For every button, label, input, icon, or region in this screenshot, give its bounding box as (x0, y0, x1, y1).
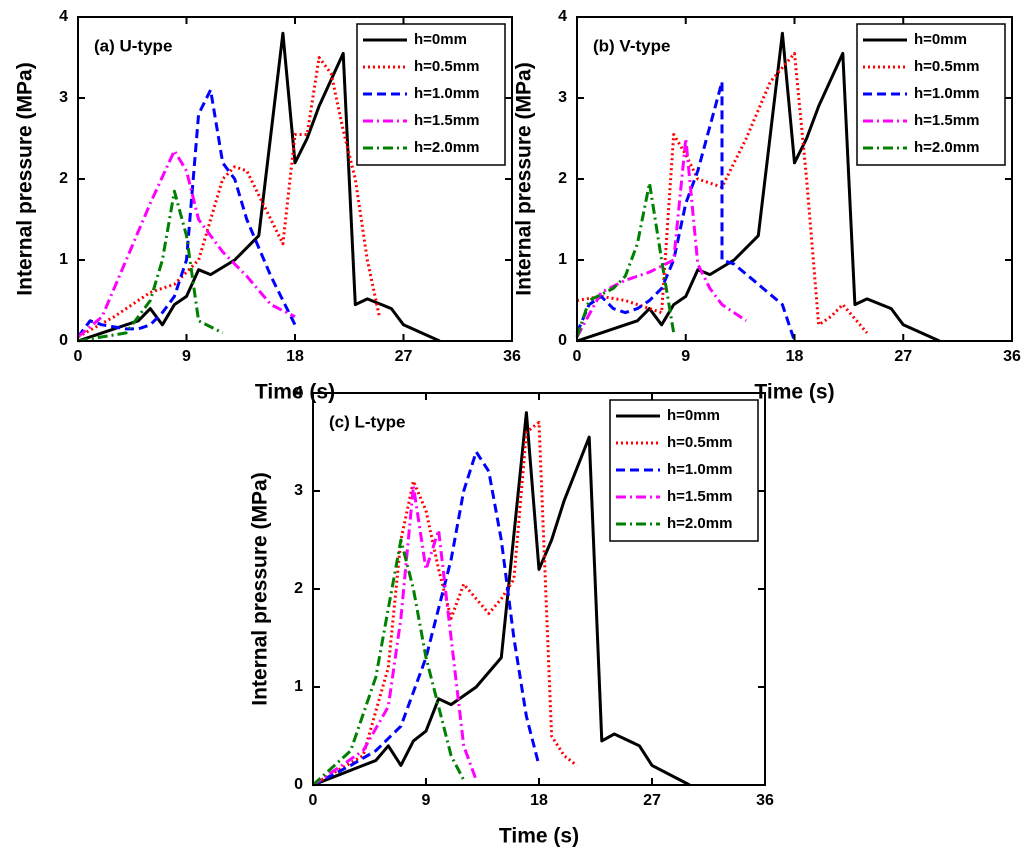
data-line (77, 56, 381, 339)
legend-label: h=0mm (667, 407, 720, 424)
x-axis-label: Time (s) (754, 381, 834, 404)
panel: 0 9 18 27 36 0 1 2 3 4 Time (s) Internal pressure (… (513, 8, 1021, 403)
legend-label: h=1.0mm (667, 461, 732, 478)
data-line (575, 80, 796, 342)
x-tick-label: 36 (756, 792, 774, 809)
x-axis-label: Time (s) (255, 381, 335, 404)
data-line (77, 31, 441, 343)
legend-label: h=1.0mm (914, 85, 979, 102)
x-tick-label: 18 (786, 348, 804, 365)
y-tick-label: 2 (294, 580, 303, 597)
data-line (576, 51, 869, 334)
x-tick-label: 36 (503, 348, 521, 365)
y-tick-label: 1 (558, 251, 567, 268)
legend-label: h=0mm (414, 31, 467, 48)
x-tick-label: 18 (530, 792, 548, 809)
y-tick-label: 1 (59, 251, 68, 268)
data-line (312, 411, 691, 787)
x-tick-label: 36 (1003, 348, 1021, 365)
data-line (576, 31, 941, 343)
y-axis-label: Internal pressure (MPa) (249, 472, 272, 705)
panel-title: (b) V-type (593, 36, 670, 55)
y-tick-label: 3 (59, 89, 68, 106)
y-axis-label: Internal pressure (MPa) (14, 62, 37, 295)
legend-label: h=1.5mm (667, 488, 732, 505)
y-tick-label: 0 (558, 332, 567, 349)
x-tick-label: 27 (395, 348, 413, 365)
y-tick-label: 2 (558, 170, 567, 187)
x-tick-label: 9 (422, 792, 431, 809)
legend-label: h=1.5mm (414, 112, 479, 129)
y-tick-label: 3 (558, 89, 567, 106)
y-tick-label: 0 (294, 776, 303, 793)
x-tick-label: 0 (74, 348, 83, 365)
panel-title: (a) U-type (94, 36, 172, 55)
y-axis-label: Internal pressure (MPa) (513, 62, 536, 295)
legend-label: h=1.0mm (414, 85, 479, 102)
y-tick-label: 4 (294, 384, 303, 401)
y-tick-label: 2 (59, 170, 68, 187)
legend-label: h=0.5mm (914, 58, 979, 75)
legend-label: h=2.0mm (667, 515, 732, 532)
x-axis-label: Time (s) (499, 825, 579, 848)
data-line (575, 181, 676, 338)
data-line (312, 484, 478, 787)
x-tick-label: 27 (894, 348, 912, 365)
y-tick-label: 4 (59, 8, 68, 25)
data-line (312, 420, 578, 787)
data-line (575, 137, 748, 338)
x-tick-label: 18 (286, 348, 304, 365)
y-tick-label: 3 (294, 482, 303, 499)
legend-label: h=2.0mm (914, 139, 979, 156)
y-tick-label: 1 (294, 678, 303, 695)
x-tick-label: 27 (643, 792, 661, 809)
y-tick-label: 0 (59, 332, 68, 349)
data-line (311, 538, 466, 787)
x-tick-label: 9 (182, 348, 191, 365)
data-line (77, 189, 224, 343)
data-line (76, 88, 297, 338)
legend-label: h=1.5mm (914, 112, 979, 129)
panel-title: (c) L-type (329, 412, 406, 431)
legend-label: h=2.0mm (414, 139, 479, 156)
x-tick-label: 9 (681, 348, 690, 365)
legend-label: h=0.5mm (414, 58, 479, 75)
legend-label: h=0mm (914, 31, 967, 48)
legend-label: h=0.5mm (667, 434, 732, 451)
x-tick-label: 0 (309, 792, 318, 809)
data-line (312, 450, 541, 787)
y-tick-label: 4 (558, 8, 567, 25)
x-tick-label: 0 (573, 348, 582, 365)
